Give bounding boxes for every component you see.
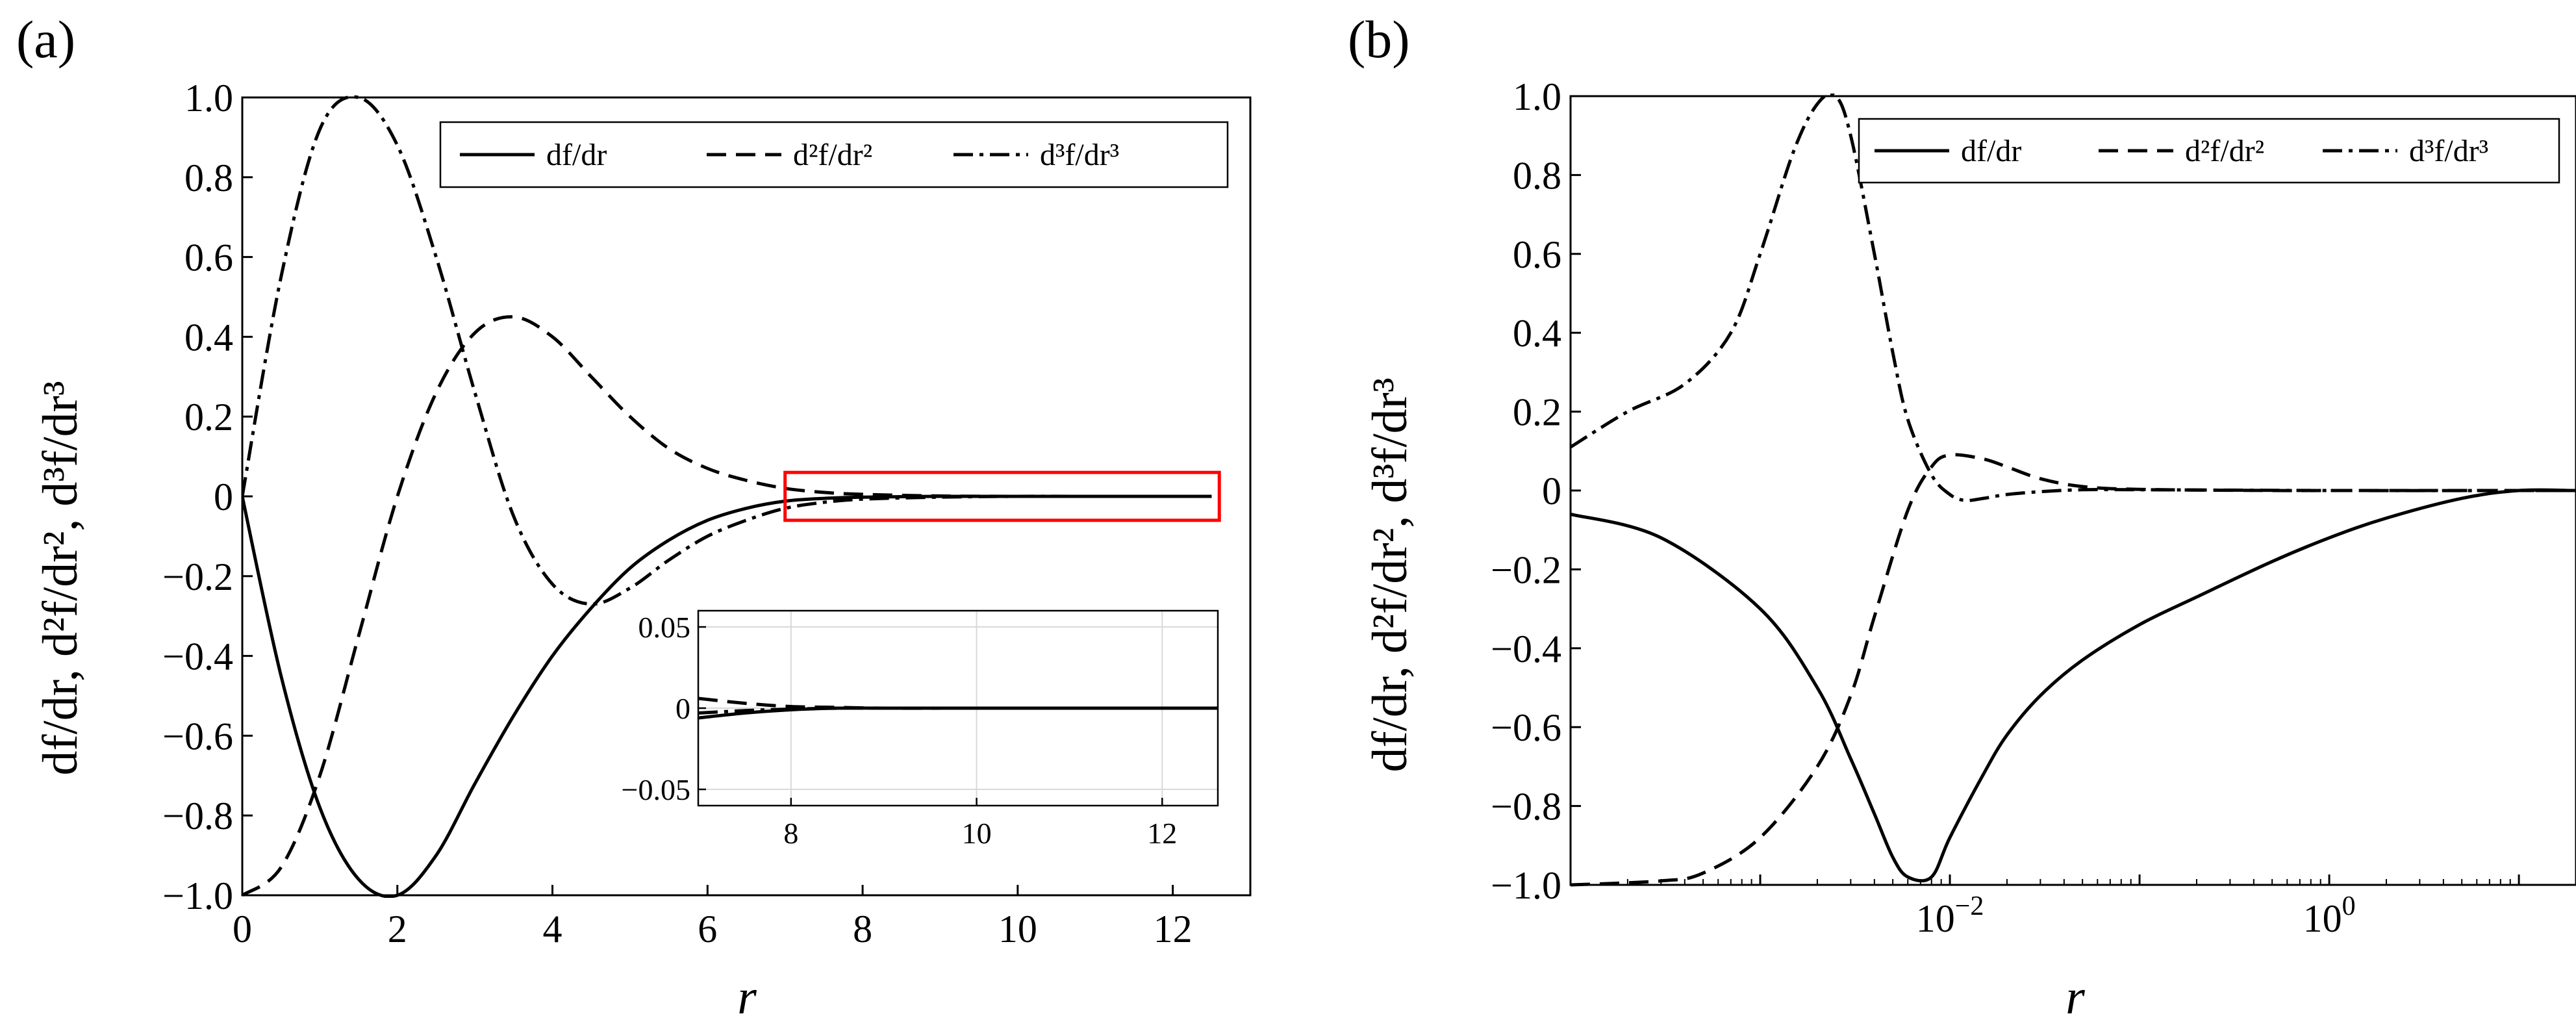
panel-b-legend-box [1858, 118, 2560, 184]
inset-x-tick-label: 12 [1147, 817, 1177, 850]
panel-b-ylabel: df/dr, d²f/dr², d³f/dr³ [1363, 377, 1417, 772]
panel-b-y-tick-label: −0.8 [1491, 785, 1561, 828]
panel-a-legend-label: d³f/dr³ [1040, 138, 1119, 172]
panel-a-x-tick-label: 8 [853, 908, 872, 950]
inset-y-tick-label: 0 [676, 692, 690, 725]
panel-a-ylabel: df/dr, d²f/dr², d³f/dr³ [33, 381, 88, 775]
panel-b-y-ticks: −1.0 −0.8 −0.6 −0.4 −0.2 0 0.2 0.4 0.6 0.8 1.0 [1491, 75, 1581, 907]
panel-a-series-dashed [242, 315, 1212, 897]
panel-a-y-tick-label: −1.0 [162, 874, 233, 917]
panel-a-y-tick-label: 1.0 [184, 77, 233, 120]
panel-a-x-tick-label: 10 [998, 908, 1037, 950]
inset-x-tick-label: 10 [962, 817, 992, 850]
panel-b-y-tick-label: −0.2 [1491, 548, 1561, 591]
panel-b-y-tick-label: 1.0 [1513, 75, 1561, 118]
panel-a-x-tick-label: 2 [388, 908, 407, 950]
inset-y-tick-label: −0.05 [622, 773, 690, 806]
panel-a-y-tick-label: 0.8 [184, 157, 233, 199]
panel-a-label: (a) [16, 10, 75, 69]
panel-a-y-ticks: −1.0 −0.8 −0.6 −0.4 −0.2 0 0.2 0.4 0.6 0.8 1.0 [162, 77, 253, 917]
panel-a-y-tick-label: −0.4 [162, 635, 233, 678]
inset-series-dashdot [698, 706, 1218, 715]
panel-a-xlabel: r [737, 970, 757, 1025]
panel-a-y-tick-label: 0.2 [184, 396, 233, 439]
panel-a-zoom-highlight-box [783, 470, 1221, 522]
panel-a-legend-box [439, 121, 1229, 188]
panel-a-axes-frame [241, 96, 1252, 897]
panel-a-x-ticks: 0 2 4 6 8 10 12 [233, 885, 1193, 950]
panel-b-y-tick-label: −1.0 [1491, 864, 1561, 907]
panel-a-y-tick-label: 0 [214, 476, 233, 518]
panel-a-x-tick-label: 4 [543, 908, 562, 950]
panel-a-legend-label: d²f/dr² [793, 138, 872, 172]
panel-b-y-tick-label: 0.6 [1513, 233, 1561, 276]
panel-a-y-tick-label: 0.4 [184, 316, 233, 359]
inset-x-tick-label: 8 [783, 817, 798, 850]
panel-b-y-tick-label: −0.4 [1491, 628, 1561, 670]
panel-b-xlabel: r [2065, 970, 2085, 1025]
panel-b-legend-label: d²f/dr² [2185, 134, 2264, 168]
panel-b-x-tick-label: 10−2 [1916, 891, 1984, 940]
panel-b-y-tick-label: 0.2 [1513, 391, 1561, 434]
panel-a-y-tick-label: −0.2 [162, 555, 233, 598]
panel-a: (a) df/dr, d²f/dr², d³f/dr³ r −1.0 −0.8 −0… [16, 10, 1252, 1025]
panel-b-label: (b) [1348, 10, 1410, 69]
panel-b: (b) df/dr, d²f/dr², d³f/dr³ r −1.0 −0.8 −0… [1348, 10, 2576, 1025]
panel-b-y-tick-label: 0.4 [1513, 312, 1561, 355]
panel-b-series-dashdot [1571, 94, 2576, 502]
inset-y-tick-label: 0.05 [638, 611, 691, 644]
panel-a-x-tick-label: 6 [698, 908, 717, 950]
panel-a-legend-label: df/dr [546, 138, 607, 172]
panel-a-series [242, 95, 1212, 898]
panel-a-series-dashdot [242, 95, 1212, 606]
panel-a-inset: −0.05 0 0.05 8 10 12 [622, 609, 1219, 850]
panel-a-x-tick-label: 0 [233, 908, 252, 950]
panel-b-axes-frame [1569, 95, 2576, 886]
panel-b-series [1571, 94, 2576, 887]
panel-b-legend: df/dr d²f/dr² d³f/dr³ [1858, 118, 2560, 184]
panel-a-legend: df/dr d²f/dr² d³f/dr³ [439, 121, 1229, 188]
panel-b-y-tick-label: 0.8 [1513, 154, 1561, 197]
panel-b-series-solid [1571, 488, 2576, 883]
panel-a-y-tick-label: −0.6 [162, 715, 233, 758]
panel-a-y-tick-label: 0.6 [184, 236, 233, 279]
panel-b-x-tick-label: 100 [2303, 891, 2356, 940]
panel-b-legend-label: df/dr [1961, 134, 2021, 168]
panel-b-y-tick-label: −0.6 [1491, 706, 1561, 749]
panel-a-y-tick-label: −0.8 [162, 795, 233, 837]
panel-b-legend-label: d³f/dr³ [2409, 134, 2488, 168]
panel-a-x-tick-label: 12 [1154, 908, 1193, 950]
panel-b-y-tick-label: 0 [1542, 470, 1561, 513]
